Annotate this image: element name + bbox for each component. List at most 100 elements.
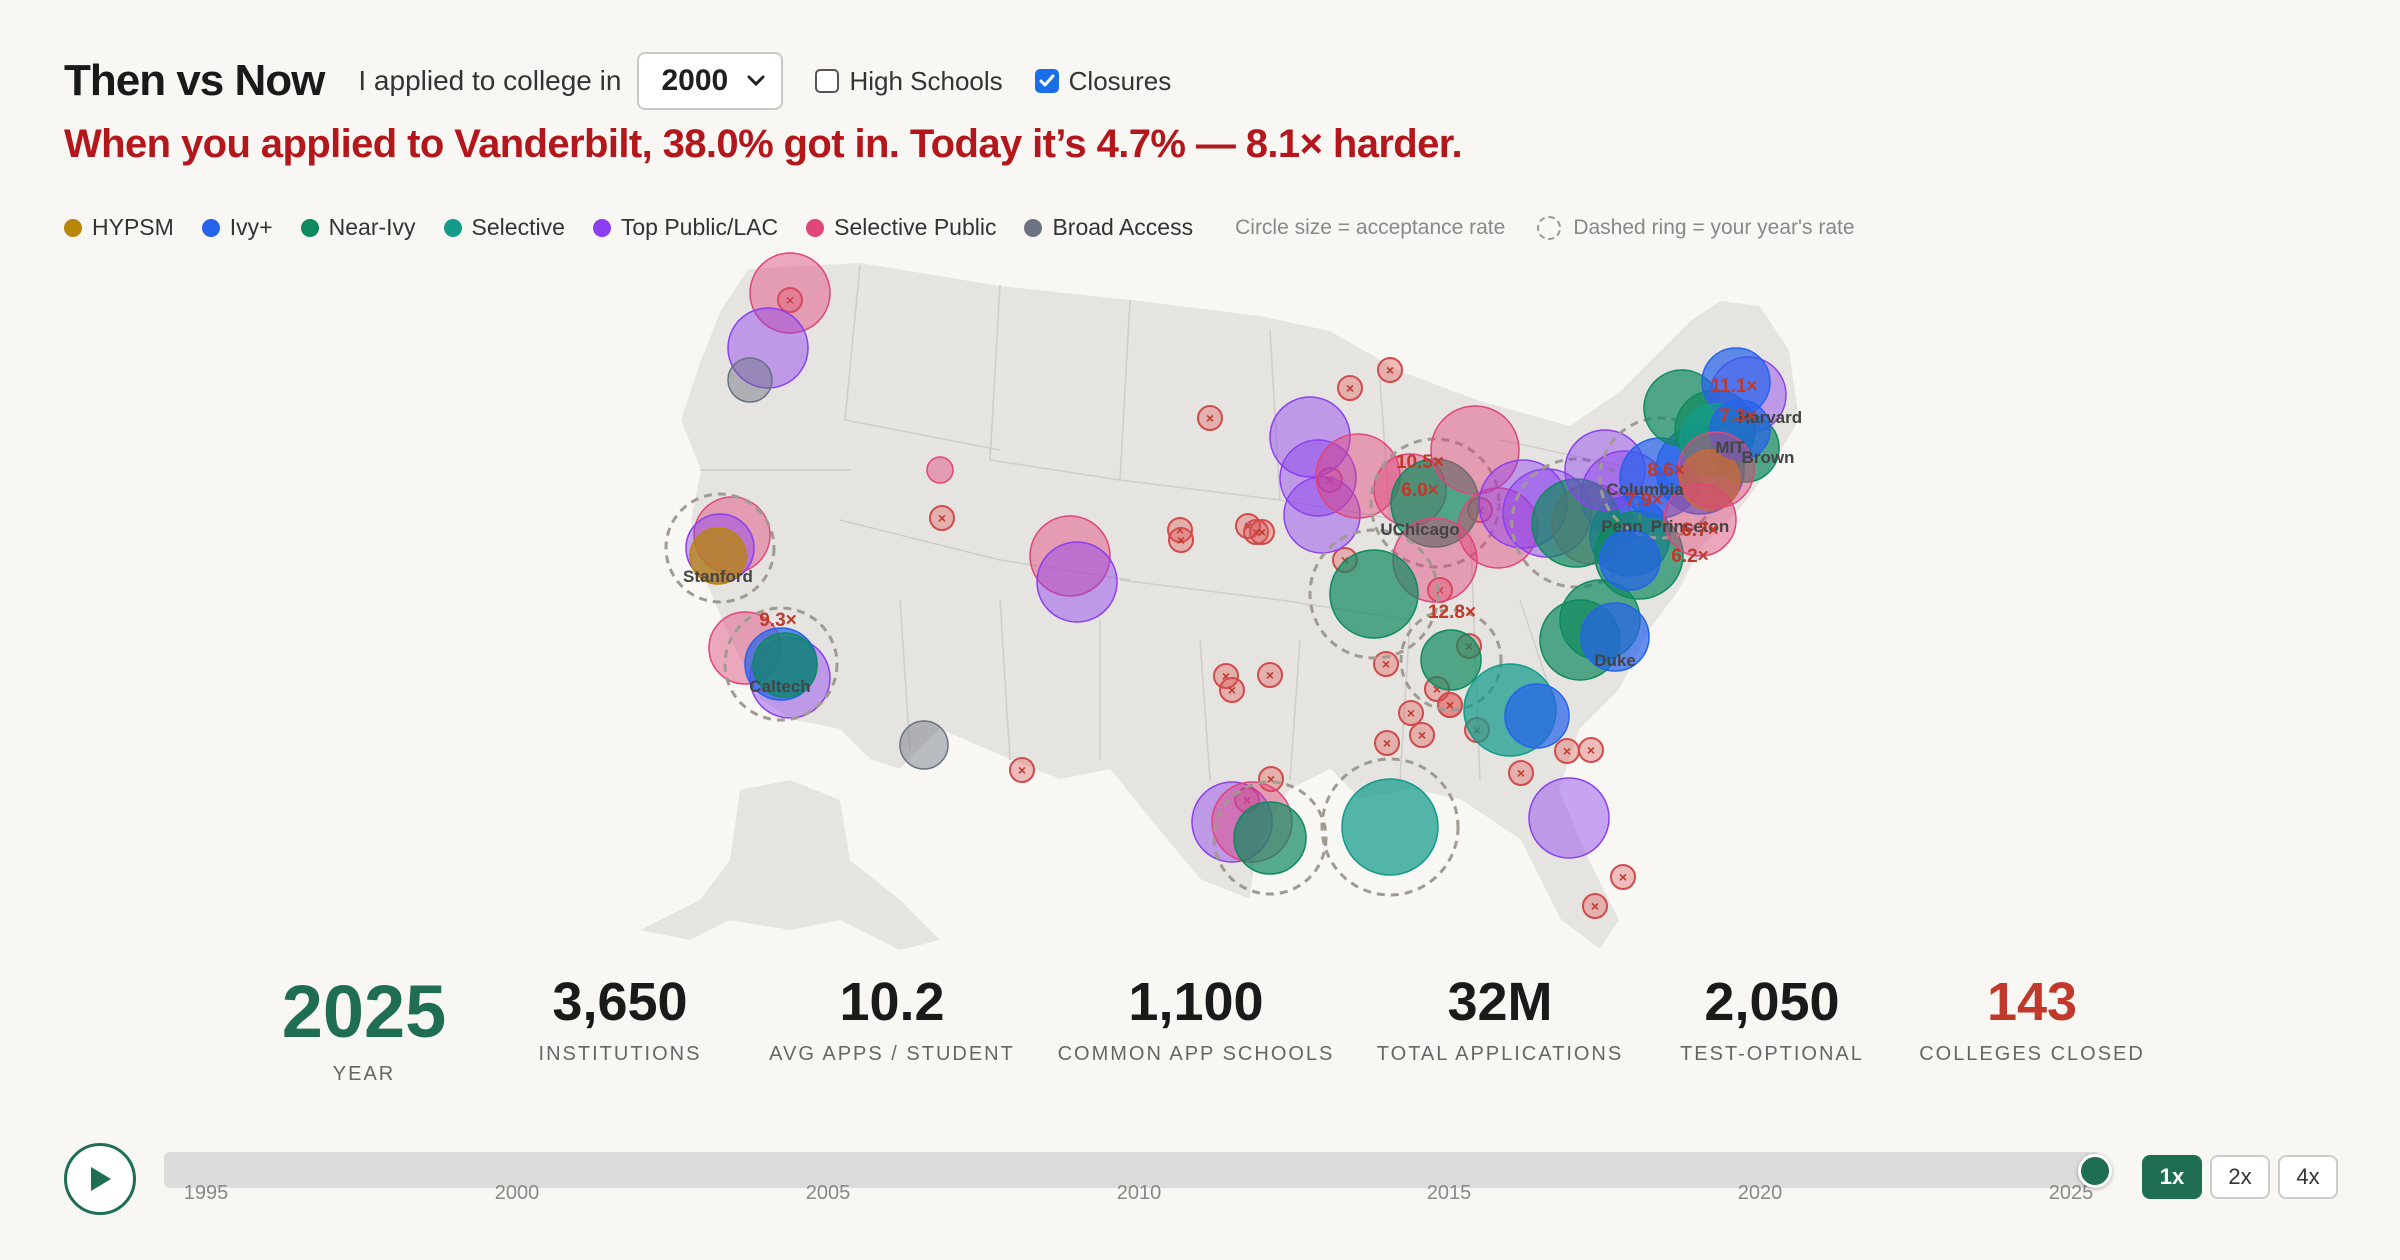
legend-dot-icon xyxy=(300,218,319,237)
state-border xyxy=(1499,439,1641,471)
chevron-down-icon xyxy=(747,75,765,87)
stat-test-optional-label: TEST-OPTIONAL xyxy=(1680,1043,1864,1065)
school-circle[interactable] xyxy=(1420,629,1482,691)
school-circle[interactable] xyxy=(1036,541,1118,623)
closures-layer: ×××××××××××××××××××××××××××××××××× xyxy=(777,287,1636,919)
high-schools-toggle[interactable]: High Schools xyxy=(815,66,1003,97)
school-circle[interactable] xyxy=(1233,801,1307,875)
stat-common-app-value: 1,100 xyxy=(1128,972,1264,1032)
legend-label: Broad Access xyxy=(1052,214,1194,240)
school-circle[interactable] xyxy=(1599,529,1661,591)
school-circle[interactable] xyxy=(899,720,949,770)
closure-marker xyxy=(1398,700,1424,726)
school-circle[interactable] xyxy=(1580,602,1650,672)
state-border xyxy=(1119,579,1281,601)
school-label: UChicago xyxy=(1380,520,1459,539)
legend-item: Broad Access xyxy=(1024,214,1193,241)
closure-x-icon: × xyxy=(1266,667,1274,683)
schools-layer xyxy=(664,252,1787,897)
timeline-tick: 2005 xyxy=(805,1182,851,1204)
school-circle[interactable] xyxy=(1283,476,1361,554)
year-select[interactable]: 2000 xyxy=(637,52,784,110)
stat-year-label: YEAR xyxy=(332,1063,396,1085)
school-circle[interactable] xyxy=(1528,777,1610,859)
dashed-ring xyxy=(723,606,839,722)
school-circle[interactable] xyxy=(752,632,818,698)
header: Then vs Now I applied to college in 2000… xyxy=(64,52,1171,110)
closure-marker xyxy=(1213,663,1239,689)
school-label: Penn xyxy=(1601,517,1643,536)
state-border xyxy=(989,459,1121,481)
speed-1x-button[interactable]: 1x xyxy=(2142,1155,2202,1199)
school-label: Caltech xyxy=(749,677,810,696)
stat-test-optional: 2,050 TEST-OPTIONAL xyxy=(1680,975,1864,1066)
state-border xyxy=(1119,479,1281,501)
stat-common-app-label: COMMON APP SCHOOLS xyxy=(1057,1043,1335,1065)
stat-test-optional-value: 2,050 xyxy=(1704,972,1840,1032)
stat-total-applications: 32M TOTAL APPLICATIONS xyxy=(1377,975,1623,1066)
comparison-headline: When you applied to Vanderbilt, 38.0% go… xyxy=(64,122,1463,166)
closure-x-icon: × xyxy=(1619,869,1627,885)
timeline-thumb[interactable] xyxy=(2078,1154,2112,1188)
multiplier-label: 7.3× xyxy=(1719,406,1757,427)
school-circle[interactable] xyxy=(1663,483,1737,557)
closure-x-icon: × xyxy=(1436,582,1444,598)
school-circle[interactable] xyxy=(1709,399,1771,461)
size-note: Circle size = acceptance rate xyxy=(1235,215,1506,239)
closure-x-icon: × xyxy=(1244,518,1252,534)
school-circle[interactable] xyxy=(1341,778,1439,876)
school-circle[interactable] xyxy=(727,357,773,403)
multiplier-label: 6.0× xyxy=(1401,480,1439,501)
state-border xyxy=(844,419,1001,451)
speed-4x-button[interactable]: 4x xyxy=(2278,1155,2338,1199)
timeline-track[interactable] xyxy=(164,1152,2100,1188)
school-circle[interactable] xyxy=(1269,396,1351,478)
closure-marker xyxy=(1373,651,1399,677)
school-circle[interactable] xyxy=(1029,515,1111,597)
closures-label: Closures xyxy=(1068,65,1172,96)
year-select-value: 2000 xyxy=(661,64,729,97)
speed-2x-button[interactable]: 2x xyxy=(2210,1155,2270,1199)
closure-marker xyxy=(1610,864,1636,890)
school-circle[interactable] xyxy=(749,252,831,334)
state-border xyxy=(1279,499,1401,521)
closures-toggle[interactable]: Closures xyxy=(1034,65,1172,97)
stat-total-applications-value: 32M xyxy=(1447,972,1553,1032)
closure-x-icon: × xyxy=(1446,697,1454,713)
legend-dot-icon xyxy=(592,218,611,237)
high-schools-checkbox[interactable] xyxy=(815,69,840,93)
closure-marker xyxy=(1243,519,1269,545)
multiplier-label: 6.2× xyxy=(1671,546,1709,567)
school-circle[interactable] xyxy=(926,456,954,484)
legend-item: Selective xyxy=(443,214,565,241)
stat-colleges-closed-value: 143 xyxy=(1986,972,2078,1032)
legend-label: Top Public/LAC xyxy=(620,214,779,240)
stat-year: 2025 YEAR xyxy=(282,975,447,1086)
dashed-ring xyxy=(664,492,776,604)
school-circle[interactable] xyxy=(1504,683,1570,749)
school-circle[interactable] xyxy=(1677,431,1755,509)
closures-checkbox[interactable] xyxy=(1034,69,1059,93)
legend-dot-icon xyxy=(806,218,825,237)
legend-item: Selective Public xyxy=(806,214,996,241)
school-circle[interactable] xyxy=(1430,405,1520,495)
multiplier-label: 11.1× xyxy=(1710,376,1757,397)
school-circle[interactable] xyxy=(1329,549,1419,639)
legend-item: HYPSM xyxy=(64,214,174,241)
closure-x-icon: × xyxy=(1252,524,1260,540)
school-label: MIT xyxy=(1715,438,1745,457)
play-button[interactable] xyxy=(64,1143,136,1215)
closure-marker xyxy=(1409,722,1435,748)
multiplier-label: 8.6× xyxy=(1647,460,1685,481)
legend-dot-icon xyxy=(443,218,462,237)
school-circle[interactable] xyxy=(689,527,747,585)
state-border xyxy=(844,264,861,421)
closure-marker xyxy=(1249,519,1275,545)
school-circle[interactable] xyxy=(727,307,809,389)
closure-x-icon: × xyxy=(1326,472,1334,488)
page-title: Then vs Now xyxy=(64,56,325,105)
state-border xyxy=(1379,379,1391,521)
school-circle[interactable] xyxy=(1279,439,1357,517)
state-border xyxy=(1119,299,1131,481)
